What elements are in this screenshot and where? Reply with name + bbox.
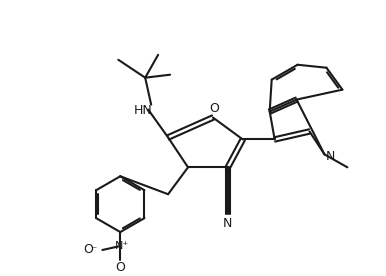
- Text: O: O: [83, 243, 93, 256]
- Text: N: N: [223, 217, 232, 230]
- Text: O: O: [115, 261, 125, 274]
- Text: N: N: [326, 150, 335, 163]
- Text: N⁺: N⁺: [115, 241, 129, 251]
- Text: ⁻: ⁻: [92, 245, 97, 255]
- Text: HN: HN: [134, 104, 152, 117]
- Text: O: O: [209, 102, 219, 115]
